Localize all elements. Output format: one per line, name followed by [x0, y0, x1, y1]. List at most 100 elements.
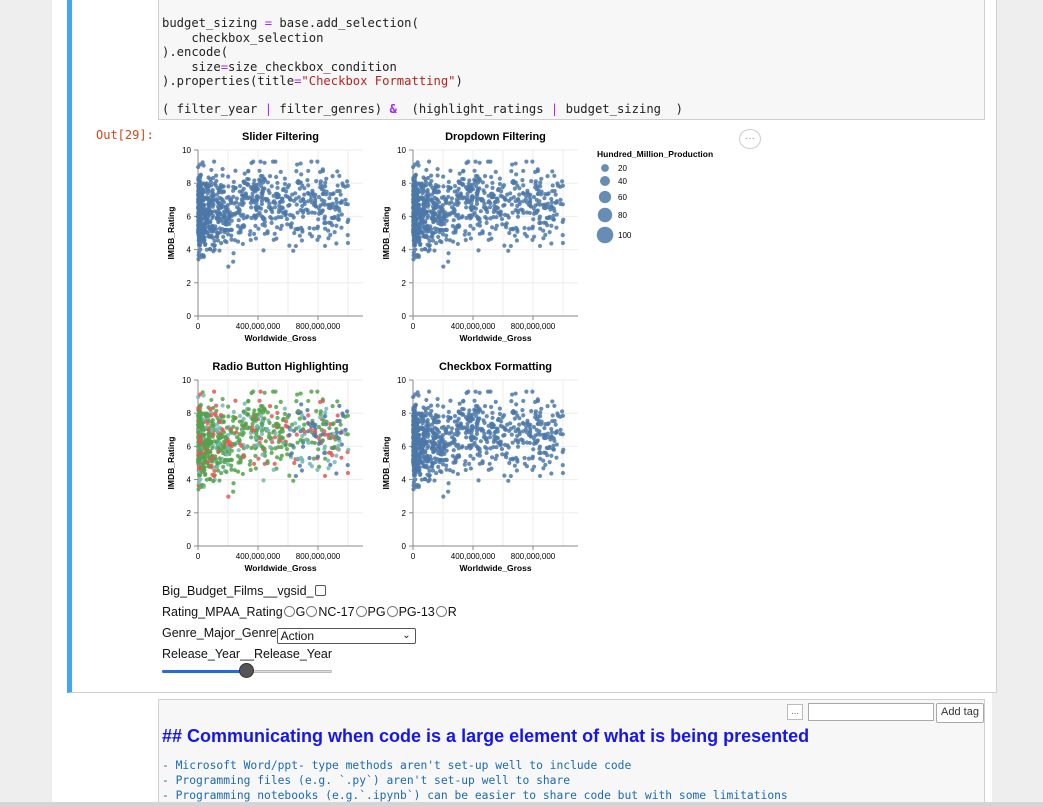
data-point: [235, 469, 241, 474]
data-point: [224, 452, 229, 457]
data-point: [210, 455, 215, 460]
data-point: [315, 389, 320, 394]
data-point: [323, 410, 328, 415]
data-point: [515, 433, 520, 439]
data-point: [469, 424, 474, 430]
checkbox-control: Big_Budget_Films__vgsid_: [162, 584, 327, 598]
genre-select[interactable]: Action ⌄: [276, 628, 416, 644]
radio-r[interactable]: [435, 606, 447, 617]
chart-actions-button[interactable]: …: [739, 129, 761, 149]
data-point: [277, 203, 282, 209]
data-point: [242, 171, 247, 176]
data-point: [452, 419, 457, 424]
y-axis-label: IMDB_Rating: [381, 437, 391, 490]
data-point: [536, 191, 541, 197]
data-point: [199, 469, 205, 475]
y-tick-label: 4: [402, 476, 407, 485]
data-point: [454, 443, 459, 448]
data-point: [290, 213, 295, 218]
slider-thumb[interactable]: [239, 663, 254, 678]
data-point: [491, 194, 496, 199]
big-budget-checkbox[interactable]: [315, 585, 327, 596]
data-point: [234, 205, 240, 210]
radio-g[interactable]: [283, 606, 295, 617]
data-point: [467, 461, 472, 466]
data-point: [545, 223, 550, 228]
data-point: [280, 187, 286, 193]
data-point: [236, 448, 241, 453]
data-point: [435, 166, 440, 172]
tag-menu-button[interactable]: ...: [787, 704, 803, 720]
data-point: [215, 234, 220, 239]
release-year-slider[interactable]: [162, 663, 332, 678]
data-point: [229, 443, 235, 448]
data-point: [522, 455, 527, 461]
data-point: [543, 192, 548, 197]
data-point: [463, 237, 468, 243]
data-point: [495, 426, 500, 431]
radio-label-nc-17: NC-17: [318, 605, 355, 619]
data-point: [414, 427, 419, 432]
data-point: [486, 237, 491, 242]
data-point: [336, 206, 341, 211]
data-point: [316, 464, 322, 469]
data-point: [345, 179, 350, 184]
data-point: [487, 461, 492, 466]
data-point: [306, 183, 311, 188]
x-tick-label: 800,000,000: [511, 552, 556, 561]
data-point: [246, 169, 251, 174]
data-point: [447, 468, 453, 473]
data-point: [454, 423, 460, 428]
data-point: [411, 199, 416, 205]
data-point: [447, 238, 453, 243]
data-point: [248, 237, 253, 243]
data-point: [206, 203, 211, 208]
data-point: [324, 176, 329, 181]
data-point: [498, 443, 503, 448]
data-point: [204, 477, 209, 482]
data-point: [258, 389, 263, 394]
data-point: [259, 214, 264, 219]
data-point: [446, 489, 451, 494]
data-point: [262, 186, 267, 191]
data-point: [436, 464, 441, 469]
data-point: [427, 238, 432, 244]
data-point: [509, 196, 514, 201]
data-point: [452, 189, 457, 194]
data-point: [520, 178, 525, 183]
data-point: [421, 427, 426, 432]
code-editor[interactable]: [158, 0, 985, 120]
data-point: [312, 424, 317, 429]
data-point: [309, 389, 314, 394]
data-point: [258, 413, 264, 419]
data-point: [326, 458, 331, 463]
radio-control: Rating_MPAA_Rating G NC-17 PG PG-13 R: [162, 605, 457, 619]
data-point: [260, 452, 265, 457]
radio-pg[interactable]: [355, 606, 367, 617]
data-point: [435, 427, 440, 433]
horizontal-scrollbar[interactable]: [0, 802, 1043, 807]
data-point: [298, 199, 303, 204]
data-point: [490, 415, 495, 420]
data-point: [336, 436, 341, 441]
data-point: [423, 219, 428, 224]
data-point: [425, 418, 430, 423]
data-point: [287, 243, 292, 248]
data-point: [204, 219, 209, 224]
data-point: [221, 464, 226, 469]
data-point: [499, 216, 505, 222]
radio-nc-17[interactable]: [306, 606, 318, 617]
data-point: [322, 220, 327, 226]
data-point: [441, 445, 446, 451]
data-point: [411, 236, 417, 241]
data-point: [435, 403, 440, 408]
add-tag-button[interactable]: Add tag: [936, 703, 984, 723]
data-point: [424, 413, 429, 418]
data-point: [264, 427, 270, 432]
data-point: [298, 391, 303, 396]
data-point: [328, 462, 333, 467]
data-point: [227, 210, 233, 215]
radio-pg-13[interactable]: [386, 606, 398, 617]
tag-input[interactable]: [808, 703, 934, 721]
data-point: [436, 189, 441, 195]
